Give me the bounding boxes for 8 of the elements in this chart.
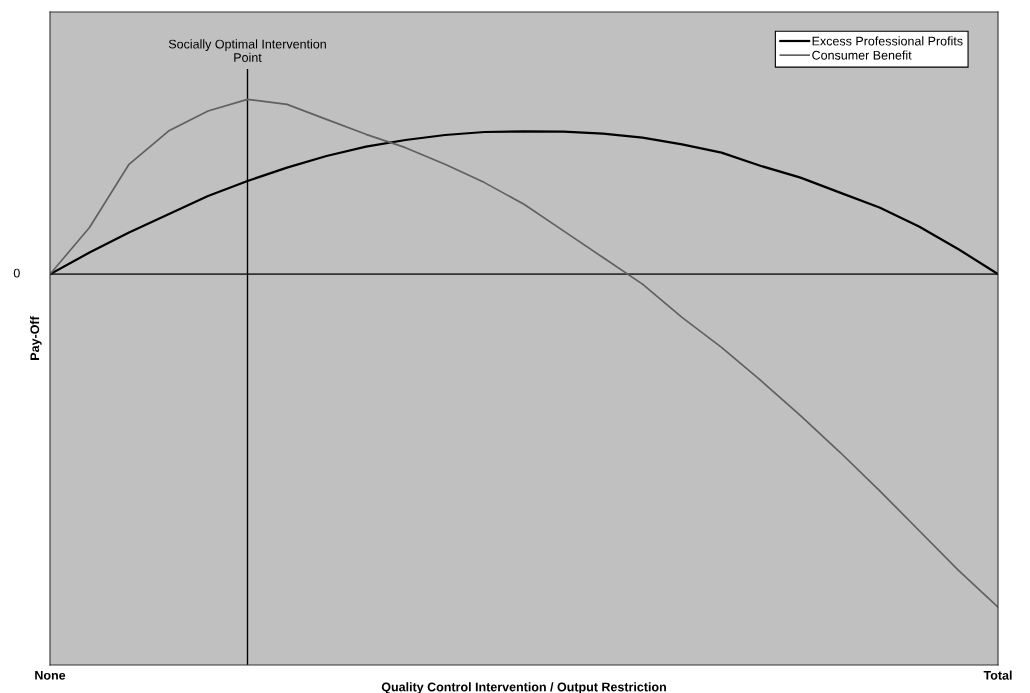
x-tick-label: None bbox=[35, 671, 66, 680]
x-tick-label: Total bbox=[983, 670, 1012, 680]
y-axis-title: Pay-Off bbox=[30, 316, 42, 360]
legend-label: Consumer Benefit bbox=[812, 50, 912, 60]
text: Socially Optimal Intervention Point bbox=[168, 39, 326, 62]
text: 0 bbox=[13, 268, 20, 278]
legend-label: Excess Professional Profits bbox=[812, 36, 963, 46]
x-axis-title: Quality Control Intervention / Output Restriction bbox=[381, 682, 666, 693]
